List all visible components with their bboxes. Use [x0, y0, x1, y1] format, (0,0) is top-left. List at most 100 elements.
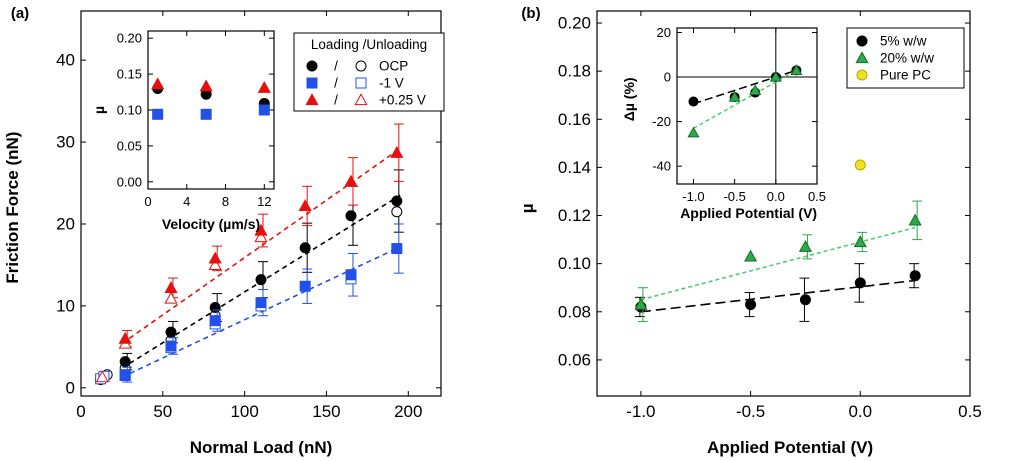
- loading-point-OCP: [165, 326, 177, 338]
- panel-a-xtick-label: 50: [153, 402, 172, 421]
- legend-a-separator: /: [334, 93, 338, 108]
- inset-b-xtick-label: -0.5: [723, 189, 745, 204]
- panel-a-xtick-label: 100: [230, 402, 258, 421]
- loading-point-OCP: [345, 210, 357, 222]
- legend-a-filled-marker: [305, 93, 319, 106]
- unloading-point-+0.25 V: [208, 258, 222, 271]
- panel-a-ylabel: Friction Force (nN): [3, 132, 22, 284]
- data-point-20% w/w: [798, 240, 813, 252]
- panel-b-ytick-label: 0.08: [558, 302, 591, 321]
- inset-b-point-20% w/w: [749, 84, 762, 96]
- unloading-point-+0.25 V: [95, 370, 109, 383]
- loading-point-+0.25 V: [344, 174, 358, 187]
- data-point-20% w/w: [853, 235, 867, 248]
- inset-a-point--1 V: [152, 108, 164, 120]
- data-point-20% w/w: [634, 297, 648, 310]
- loading-point-+0.25 V: [118, 331, 132, 344]
- legend-a-box: [293, 32, 445, 112]
- panel-b-xtick-label: -0.5: [736, 402, 765, 421]
- inset-a-ytick-label: 0.00: [117, 174, 142, 189]
- inset-b-point-20% w/w: [687, 126, 700, 138]
- inset-a-point--1 V: [258, 104, 270, 116]
- inset-b-xtick-label: 0.5: [808, 189, 826, 204]
- loading-point-OCP: [209, 302, 221, 314]
- panel-a-ytick-label: 0: [66, 378, 75, 397]
- legend-a-entry: -1 V: [379, 76, 404, 91]
- data-point-5% w/w: [909, 270, 921, 282]
- panel-b-ytick-label: 0.06: [558, 350, 591, 369]
- panel-a-ytick-label: 10: [56, 296, 75, 315]
- inset-b-xtick-label: 0.0: [767, 189, 785, 204]
- loading-point-+0.25 V: [298, 199, 312, 212]
- inset-a-ytick-label: 0.15: [117, 67, 142, 82]
- panel-b-label: (b): [521, 5, 540, 22]
- inset-a-xlabel: Velocity (µm/s): [162, 216, 260, 232]
- inset-a-ylabel: µ: [91, 106, 107, 114]
- inset-a-ytick-label: 0.10: [117, 103, 142, 118]
- panel-a-xtick-label: 150: [312, 402, 340, 421]
- panel-b-ytick-label: 0.14: [558, 158, 591, 177]
- unloading-point-OCP: [391, 206, 403, 218]
- inset-b-ytick-label: -20: [652, 114, 671, 129]
- panel-b-ylabel: µ: [518, 203, 537, 213]
- data-point-Pure PC: [854, 159, 866, 171]
- legend-b-entry: 20% w/w: [880, 51, 934, 66]
- unloading-point-+0.25 V: [254, 230, 268, 243]
- panel-a-ytick-label: 30: [56, 133, 75, 152]
- loading-point-+0.25 V: [164, 281, 178, 293]
- inset-b-ytick-label: 20: [657, 25, 671, 40]
- data-point-5% w/w: [854, 277, 866, 289]
- loading-point-+0.25 V: [390, 145, 404, 158]
- panel-b-xlabel: Applied Potential (V): [707, 438, 873, 457]
- loading-point-+0.25 V: [254, 223, 268, 236]
- legend-a-entry: +0.25 V: [379, 93, 426, 108]
- inset-b-point-20% w/w: [769, 70, 782, 82]
- data-point-5% w/w: [799, 294, 811, 306]
- panel-b-ytick-label: 0.12: [558, 206, 591, 225]
- legend-a-open-marker: [354, 93, 368, 106]
- loading-point--1 V: [299, 280, 311, 292]
- legend-a-open-marker: [355, 77, 367, 89]
- inset-b-xtick-label: -1.0: [682, 189, 704, 204]
- legend-a-filled-marker: [306, 60, 318, 72]
- legend-a-filled-marker: [306, 77, 318, 89]
- panel-b-frame: [596, 10, 971, 397]
- legend-b-marker: [855, 51, 869, 64]
- inset-a-ytick-label: 0.20: [117, 31, 142, 46]
- panel-b-ytick-label: 0.16: [558, 110, 591, 129]
- panel-a-label: (a): [11, 5, 29, 22]
- inset-a-point--1 V: [200, 108, 212, 120]
- unloading-point-+0.25 V: [164, 291, 178, 304]
- panel-a-frame: [80, 10, 442, 397]
- loading-point-OCP: [391, 195, 403, 207]
- inset-a-xtick-label: 12: [257, 194, 271, 209]
- panel-b-ytick-label: 0.18: [558, 62, 591, 81]
- panel-b-xtick-label: 0.5: [958, 402, 982, 421]
- panel-a-xtick-label: 200: [394, 402, 422, 421]
- legend-b-entry: 5% w/w: [880, 34, 927, 49]
- panel-a-xtick-label: 0: [76, 402, 85, 421]
- loading-point-OCP: [119, 356, 131, 368]
- panel-b-xtick-label: -1.0: [626, 402, 655, 421]
- panel-a-ytick-label: 40: [56, 51, 75, 70]
- inset-a-xtick-label: 8: [222, 194, 229, 209]
- inset-b-point-20% w/w: [790, 64, 803, 75]
- inset-b-frame: [676, 27, 818, 185]
- inset-b-point-20% w/w: [728, 90, 741, 102]
- loading-point--1 V: [209, 315, 221, 327]
- loading-point--1 V: [391, 243, 403, 255]
- loading-point-OCP: [299, 242, 311, 254]
- inset-a-ytick-label: 0.05: [117, 138, 142, 153]
- panel-a-xlabel: Normal Load (nN): [190, 438, 333, 457]
- panel-b-ytick-label: 0.10: [558, 254, 591, 273]
- legend-b-marker: [856, 35, 868, 47]
- inset-a-point-+0.25 V: [151, 77, 165, 90]
- loading-point--1 V: [165, 340, 177, 352]
- legend-b-entry: Pure PC: [880, 68, 931, 83]
- inset-b-xlabel: Applied Potential (V): [680, 205, 817, 221]
- loading-point--1 V: [255, 297, 267, 309]
- inset-a-xtick-label: 4: [183, 194, 190, 209]
- data-point-20% w/w: [743, 249, 758, 262]
- panel-a-ytick-label: 20: [56, 214, 75, 233]
- legend-a-separator: /: [334, 59, 338, 74]
